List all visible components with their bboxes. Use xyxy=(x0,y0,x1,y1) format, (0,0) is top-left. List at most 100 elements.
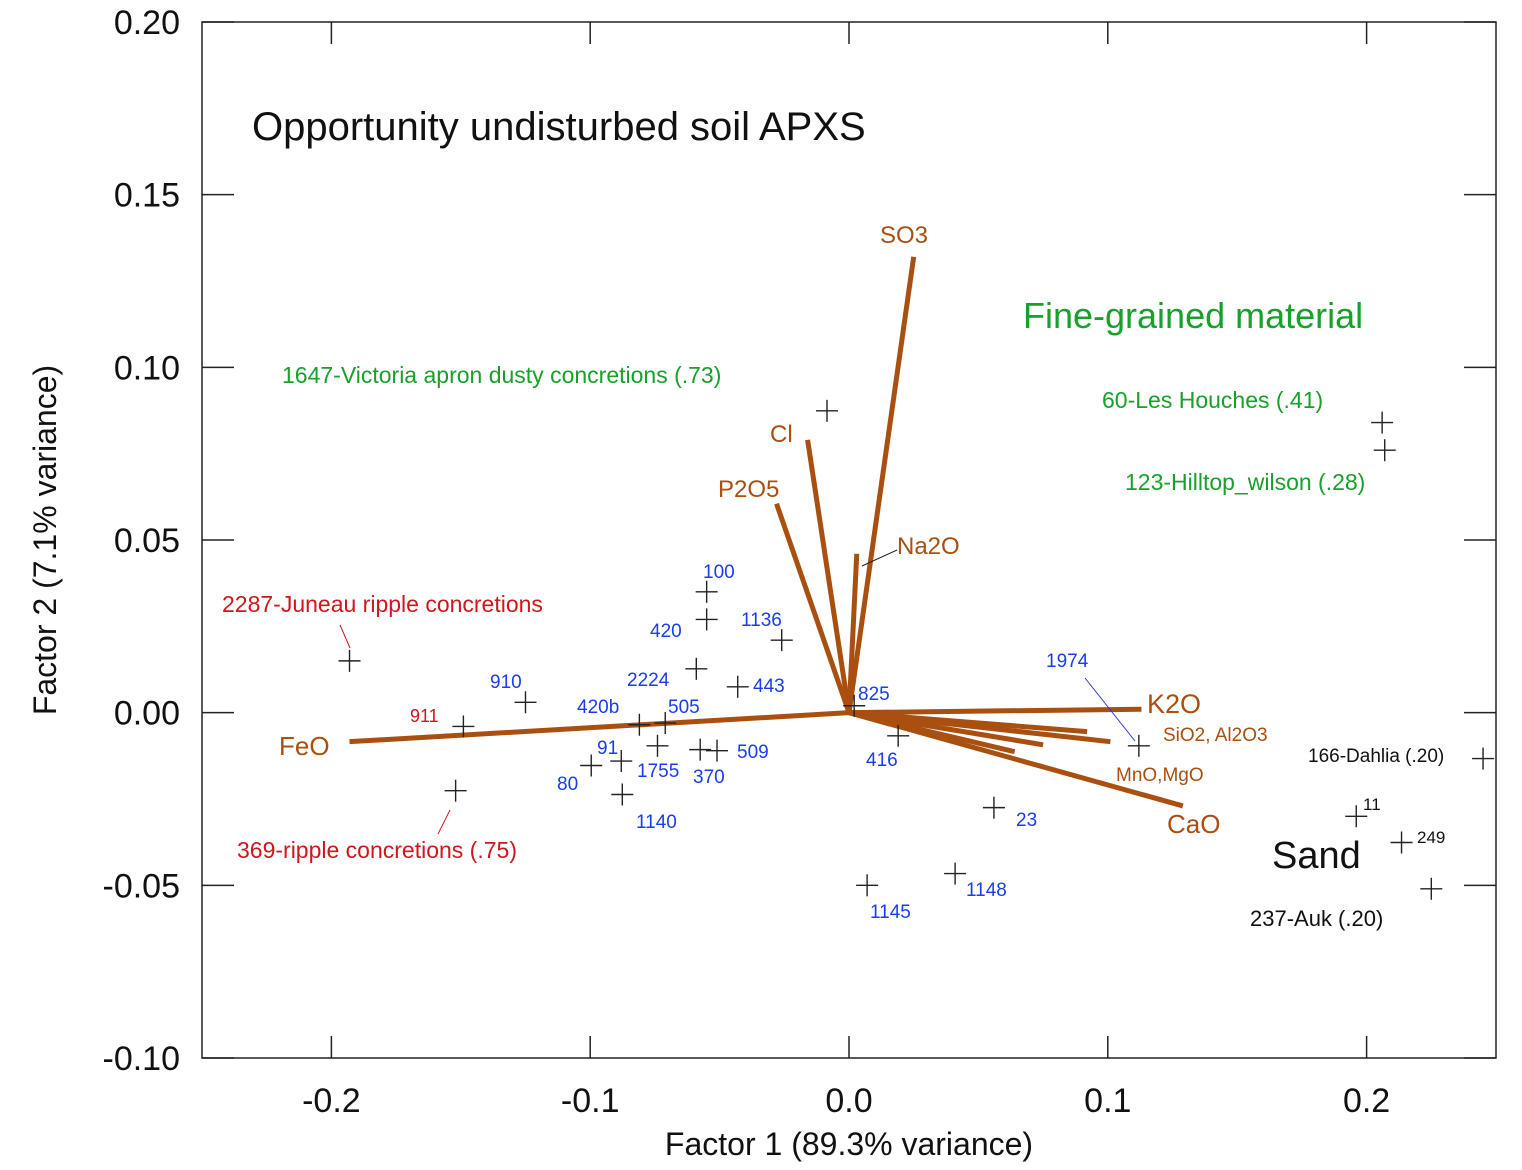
point-1145 xyxy=(856,874,879,897)
point-label-1136: 1136 xyxy=(741,610,782,631)
point-1136 xyxy=(770,629,793,652)
mno-mgo-label: MnO,MgO xyxy=(1116,765,1204,786)
point-label-1148: 1148 xyxy=(966,880,1007,901)
point-166-dahlia-20 xyxy=(1472,747,1495,770)
y-tick-label: -0.05 xyxy=(103,867,181,905)
point-label-237-auk-20: 237-Auk (.20) xyxy=(1250,906,1383,931)
point-249 xyxy=(1390,831,1413,854)
point-label-91: 91 xyxy=(597,738,618,759)
point-label-1755: 1755 xyxy=(637,761,679,782)
1974-leader-line xyxy=(1084,677,1136,742)
vector-label-feo: FeO xyxy=(279,731,330,761)
y-axis-label: Factor 2 (7.1% variance) xyxy=(27,365,63,715)
point-label-123-hilltop-wilson-28: 123-Hilltop_wilson (.28) xyxy=(1125,469,1365,495)
point-60-les-houches-41 xyxy=(1371,411,1394,434)
y-tick-label: 0.10 xyxy=(114,349,180,387)
point-825 xyxy=(843,694,866,717)
point-label-23: 23 xyxy=(1016,810,1037,831)
vector-k2o xyxy=(848,706,1142,716)
x-tick-label: -0.2 xyxy=(302,1082,361,1120)
x-tick-label: 0.1 xyxy=(1084,1082,1131,1120)
point-2287-juneau-ripple-concretions xyxy=(338,649,361,672)
vector-label-k2o: K2O xyxy=(1147,689,1201,719)
sand-label: Sand xyxy=(1272,835,1361,877)
point-11 xyxy=(1345,805,1368,828)
vector-feo xyxy=(349,710,850,745)
chart-title: Opportunity undisturbed soil APXS xyxy=(252,105,866,149)
point-91 xyxy=(610,750,633,773)
x-tick-label: 0.2 xyxy=(1343,1082,1390,1120)
point-505 xyxy=(654,712,677,735)
point-label-11: 11 xyxy=(1363,795,1381,814)
point-label-100: 100 xyxy=(703,562,735,583)
point-label-370: 370 xyxy=(693,767,725,788)
point-370 xyxy=(689,738,712,761)
point-420b xyxy=(628,713,651,736)
x-tick-label: -0.1 xyxy=(561,1082,620,1120)
point-443 xyxy=(726,675,749,698)
point-237-auk-20 xyxy=(1420,877,1443,900)
point-label-911: 911 xyxy=(410,706,439,726)
point-label-1974: 1974 xyxy=(1046,651,1089,672)
point-2224 xyxy=(685,657,708,680)
axis-ticks: -0.2 -0.1 0.0 0.1 0.2 0.20 0.15 0.10 0.05 0.00 -0.… xyxy=(103,4,1496,1120)
point-label-1145: 1145 xyxy=(870,902,911,923)
point-910 xyxy=(514,691,537,714)
vector-na2o xyxy=(846,553,860,713)
point-1148 xyxy=(944,862,967,885)
point-label-420b: 420b xyxy=(577,697,619,718)
vector-p2o5 xyxy=(774,502,852,714)
point-label-166-dahlia-20: 166-Dahlia (.20) xyxy=(1308,746,1444,767)
point-label-1140: 1140 xyxy=(636,812,677,833)
x-axis-label: Factor 1 (89.3% variance) xyxy=(665,1126,1033,1162)
fine-grained-label: Fine-grained material xyxy=(1023,295,1363,336)
point-label-249: 249 xyxy=(1417,828,1445,847)
point-label-509: 509 xyxy=(737,742,769,763)
point-23 xyxy=(982,796,1005,819)
y-tick-label: 0.05 xyxy=(114,522,180,560)
point-label-416: 416 xyxy=(866,750,898,771)
point-label-825: 825 xyxy=(858,684,890,705)
point-label-60-les-houches-41: 60-Les Houches (.41) xyxy=(1102,387,1323,413)
point-369-ripple-concretions-75 xyxy=(444,779,467,802)
point-label-369-ripple-concretions-75: 369-ripple concretions (.75) xyxy=(237,837,517,863)
point-100 xyxy=(695,580,718,603)
vector-label-na2o: Na2O xyxy=(897,533,960,560)
vector-label-cao: CaO xyxy=(1167,809,1220,839)
y-tick-label: 0.15 xyxy=(114,177,180,215)
y-tick-label: 0.20 xyxy=(114,4,180,42)
sio2-al2o3-label: SiO2, Al2O3 xyxy=(1163,725,1268,746)
vector-label-cl: Cl xyxy=(770,421,793,448)
loading-vectors xyxy=(349,256,1184,809)
point-label-910: 910 xyxy=(490,672,522,693)
na2o-leader-line xyxy=(861,549,898,567)
sample-points xyxy=(338,399,1495,900)
juneau-leader-line xyxy=(339,624,351,649)
vector-cao xyxy=(848,710,1184,809)
point-label-2287-juneau-ripple-concretions: 2287-Juneau ripple concretions xyxy=(222,591,543,617)
point-label-505: 505 xyxy=(668,697,700,718)
point-1974 xyxy=(1127,734,1150,757)
plot-frame xyxy=(201,21,1497,1059)
x-tick-label: 0.0 xyxy=(825,1082,872,1120)
point-123-hilltop-wilson-28 xyxy=(1373,439,1396,462)
y-tick-label: -0.10 xyxy=(103,1040,181,1078)
point-911 xyxy=(452,715,475,738)
point-label-1647-victoria-apron-dusty-concretions-73: 1647-Victoria apron dusty concretions (.… xyxy=(282,362,721,388)
point-label-420: 420 xyxy=(650,621,682,642)
point-80 xyxy=(580,754,603,777)
point-509 xyxy=(706,739,729,762)
point-416 xyxy=(887,724,910,747)
labels: SO3 Cl P2O5 Na2O K2O CaO FeO 1647-Victoria apro… xyxy=(222,222,1445,931)
point-1140 xyxy=(611,783,634,806)
point-label-2224: 2224 xyxy=(627,670,670,691)
vector-so3 xyxy=(846,256,917,714)
y-tick-label: 0.00 xyxy=(114,695,180,733)
point-label-443: 443 xyxy=(753,676,785,697)
point-420 xyxy=(695,608,718,631)
ripple-leader-line xyxy=(437,809,451,835)
vector-cl xyxy=(805,439,852,714)
vector-label-so3: SO3 xyxy=(880,222,928,249)
point-1647-victoria-apron-dusty-concretions-73 xyxy=(816,399,839,422)
